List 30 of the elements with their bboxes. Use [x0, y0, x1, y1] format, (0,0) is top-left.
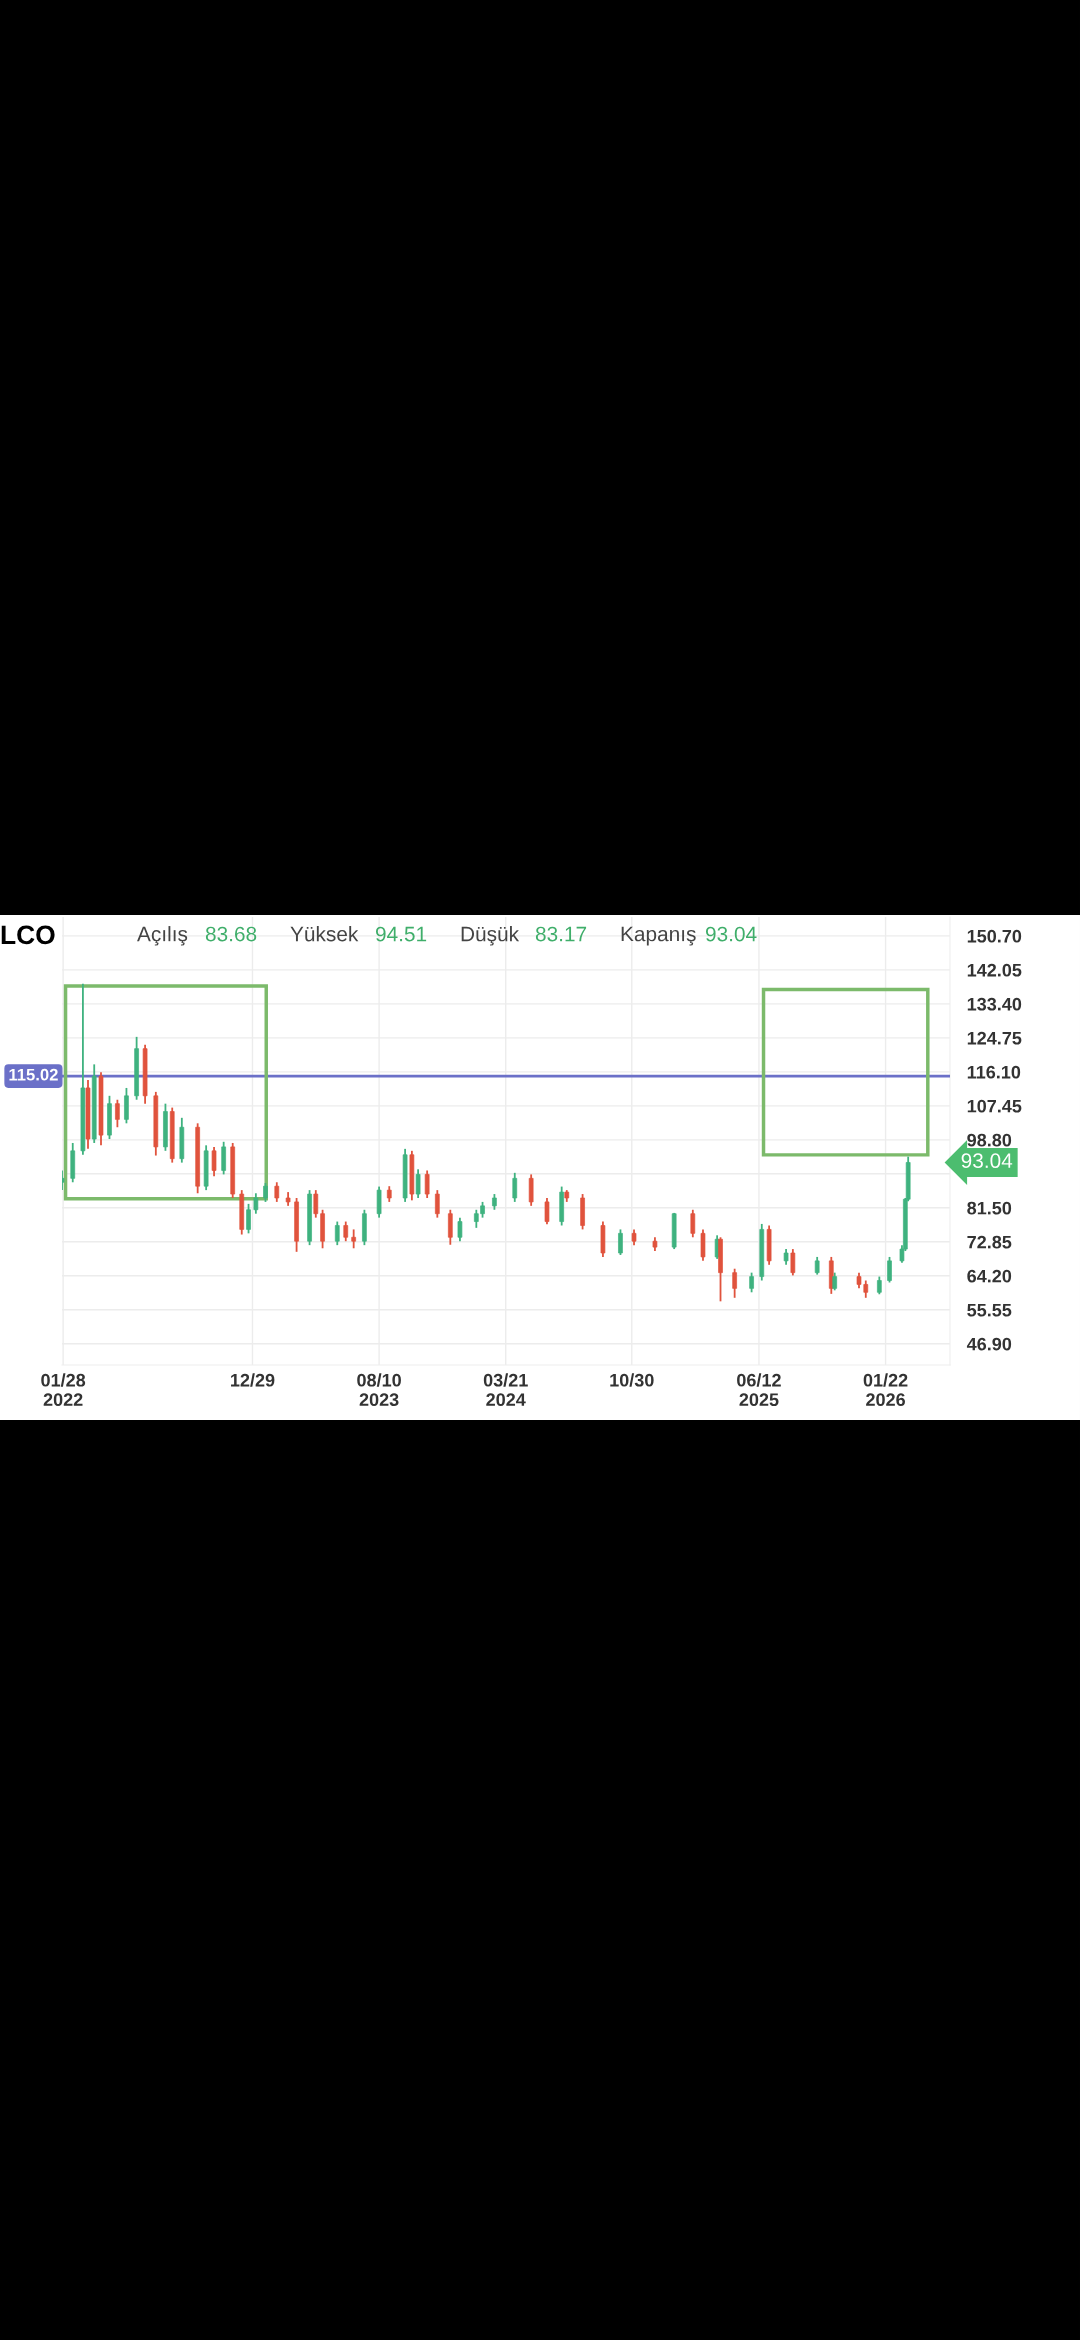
y-tick-label: 142.05	[967, 963, 1022, 977]
annotation: Kapanış	[621, 926, 696, 946]
x-tick-label: 01/28 2022	[41, 1373, 86, 1407]
annotation: 83.17	[535, 926, 587, 942]
y-tick-label: 124.75	[967, 1031, 1022, 1045]
annotation: 94.51	[375, 926, 427, 942]
x-tick-label: 08/10 2023	[357, 1373, 401, 1407]
y-tick-label: 150.70	[967, 929, 1022, 943]
annotation: 93.04	[961, 1153, 1013, 1169]
annotation: Açılış	[137, 926, 188, 946]
annotation: Yüksek	[290, 926, 359, 942]
x-tick-label: 03/21 2024	[483, 1373, 528, 1407]
ref-line-label: 115.02	[9, 1068, 58, 1081]
x-tick-label: 01/22 2026	[863, 1373, 908, 1407]
y-tick-label: 64.20	[967, 1269, 1012, 1283]
annotation: 83.68	[205, 926, 257, 942]
annotation: 93.04	[705, 926, 757, 942]
chart-title: LCO	[1, 925, 55, 945]
y-tick-label: 81.50	[967, 1201, 1012, 1215]
y-tick-label: 107.45	[967, 1099, 1022, 1113]
x-tick-label: 06/12 2025	[737, 1373, 781, 1407]
y-tick-label: 133.40	[967, 997, 1022, 1011]
y-tick-label: 116.10	[967, 1065, 1021, 1079]
y-tick-label: 46.90	[966, 1337, 1012, 1351]
annotation: Düşük	[461, 926, 520, 946]
y-tick-label: 55.55	[967, 1303, 1012, 1317]
x-tick-label: 10/30	[610, 1373, 654, 1387]
y-tick-label: 72.85	[967, 1235, 1012, 1249]
y-tick-label: 98.80	[967, 1133, 1012, 1147]
x-tick-label: 12/29	[231, 1373, 275, 1387]
